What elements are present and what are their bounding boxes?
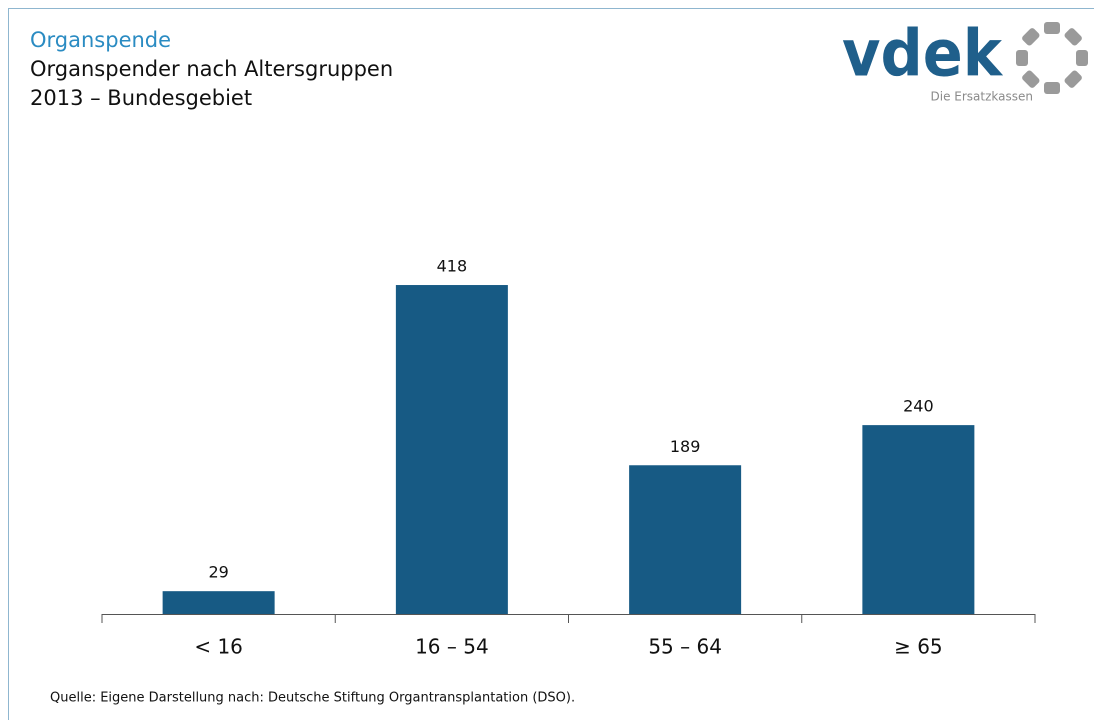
ring-piece [1022,70,1040,88]
chart-subtitle: Organspender nach Altersgruppen [30,57,393,81]
ring-piece [1064,70,1082,88]
data-label: 189 [670,437,701,456]
ring-segment [1016,50,1028,66]
ring-segment [1022,70,1040,88]
logo-tagline: Die Ersatzkassen [931,90,1033,104]
data-label: 240 [903,397,934,416]
ring-segment [1044,82,1060,94]
bar [862,425,975,614]
logo-text: vdek [842,18,1003,92]
ring-piece [1076,50,1088,66]
ring-piece [1044,22,1060,34]
ring-segment [1064,70,1082,88]
source-note: Quelle: Eigene Darstellung nach: Deutsch… [50,691,575,706]
x-tick-label: 16 – 54 [415,635,489,659]
ring-segment [1044,22,1060,34]
bar [395,285,508,614]
logo-ring [1016,22,1088,94]
ring-piece [1016,50,1028,66]
ring-piece [1064,28,1082,46]
x-tick-label: 55 – 64 [648,635,722,659]
ring-segment [1064,28,1082,46]
bar [162,591,275,614]
data-label: 29 [208,563,228,582]
ring-segment [1022,28,1040,46]
x-tick-label: < 16 [194,635,243,659]
x-tick-label: ≥ 65 [894,635,943,659]
ring-piece [1022,28,1040,46]
bar [629,465,742,614]
ring-piece [1044,82,1060,94]
data-label: 418 [437,257,468,276]
chart-title: Organspende [30,28,171,52]
ring-segment [1076,50,1088,66]
chart-subtitle: 2013 – Bundesgebiet [30,86,252,110]
